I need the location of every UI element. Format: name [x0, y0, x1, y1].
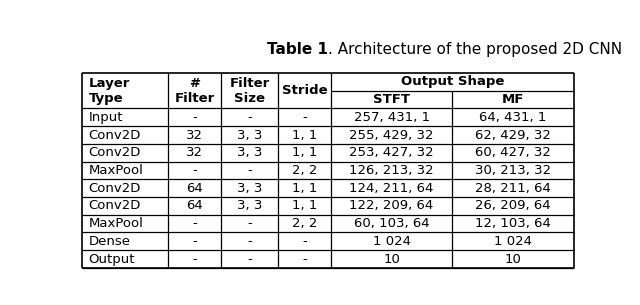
Text: 2, 2: 2, 2 [292, 164, 317, 177]
Text: -: - [192, 111, 197, 124]
Text: -: - [302, 111, 307, 124]
Text: -: - [192, 217, 197, 230]
Text: 124, 211, 64: 124, 211, 64 [349, 182, 434, 195]
Text: -: - [247, 111, 252, 124]
Text: MF: MF [502, 93, 524, 106]
Text: 10: 10 [383, 253, 400, 266]
Text: 2, 2: 2, 2 [292, 217, 317, 230]
Text: Filter
Size: Filter Size [230, 77, 270, 105]
Text: 3, 3: 3, 3 [237, 146, 262, 159]
Text: 126, 213, 32: 126, 213, 32 [349, 164, 434, 177]
Text: Input: Input [88, 111, 123, 124]
Text: -: - [302, 235, 307, 248]
Text: -: - [192, 235, 197, 248]
Text: -: - [192, 253, 197, 266]
Text: 32: 32 [186, 146, 203, 159]
Text: 30, 213, 32: 30, 213, 32 [475, 164, 551, 177]
Text: Layer
Type: Layer Type [88, 77, 130, 105]
Text: -: - [302, 253, 307, 266]
Text: Conv2D: Conv2D [88, 128, 141, 142]
Text: Conv2D: Conv2D [88, 182, 141, 195]
Text: 1, 1: 1, 1 [292, 128, 317, 142]
Text: 3, 3: 3, 3 [237, 199, 262, 212]
Text: Output: Output [88, 253, 135, 266]
Text: 1, 1: 1, 1 [292, 182, 317, 195]
Text: MaxPool: MaxPool [88, 164, 143, 177]
Text: 62, 429, 32: 62, 429, 32 [475, 128, 551, 142]
Text: 26, 209, 64: 26, 209, 64 [475, 199, 550, 212]
Text: 64: 64 [186, 199, 203, 212]
Text: -: - [247, 164, 252, 177]
Text: 28, 211, 64: 28, 211, 64 [475, 182, 551, 195]
Text: 257, 431, 1: 257, 431, 1 [353, 111, 429, 124]
Text: 255, 429, 32: 255, 429, 32 [349, 128, 434, 142]
Text: 1 024: 1 024 [494, 235, 532, 248]
Text: Stride: Stride [282, 84, 328, 97]
Text: Table 1: Table 1 [267, 42, 328, 57]
Text: 1, 1: 1, 1 [292, 199, 317, 212]
Text: -: - [247, 253, 252, 266]
Text: 60, 103, 64: 60, 103, 64 [354, 217, 429, 230]
Text: 60, 427, 32: 60, 427, 32 [475, 146, 551, 159]
Text: 64: 64 [186, 182, 203, 195]
Text: Output Shape: Output Shape [401, 75, 504, 88]
Text: 1 024: 1 024 [372, 235, 411, 248]
Text: 64, 431, 1: 64, 431, 1 [479, 111, 547, 124]
Text: 12, 103, 64: 12, 103, 64 [475, 217, 551, 230]
Text: 1, 1: 1, 1 [292, 146, 317, 159]
Text: -: - [192, 164, 197, 177]
Text: Dense: Dense [88, 235, 131, 248]
Text: . Architecture of the proposed 2D CNN: . Architecture of the proposed 2D CNN [328, 42, 622, 57]
Text: #
Filter: # Filter [175, 77, 215, 105]
Text: 3, 3: 3, 3 [237, 128, 262, 142]
Text: 10: 10 [504, 253, 522, 266]
Text: MaxPool: MaxPool [88, 217, 143, 230]
Text: Conv2D: Conv2D [88, 146, 141, 159]
Text: STFT: STFT [373, 93, 410, 106]
Text: 32: 32 [186, 128, 203, 142]
Text: 253, 427, 32: 253, 427, 32 [349, 146, 434, 159]
Text: 3, 3: 3, 3 [237, 182, 262, 195]
Text: 122, 209, 64: 122, 209, 64 [349, 199, 434, 212]
Text: -: - [247, 217, 252, 230]
Text: Conv2D: Conv2D [88, 199, 141, 212]
Text: -: - [247, 235, 252, 248]
